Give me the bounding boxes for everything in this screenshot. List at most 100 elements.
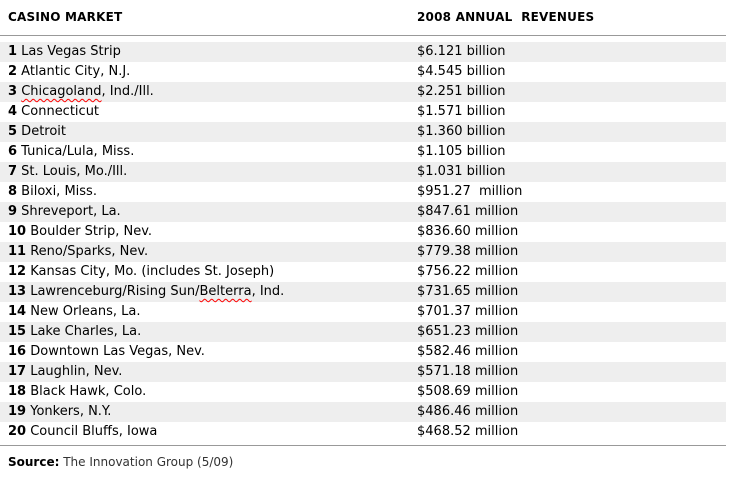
market-cell: 1 Las Vegas Strip <box>8 42 121 62</box>
market-name: Tunica/Lula, Miss. <box>17 144 135 159</box>
rank-number: 13 <box>8 284 27 299</box>
table-row: 5 Detroit $1.360 billion <box>0 122 726 142</box>
market-cell: 15 Lake Charles, La. <box>8 322 141 342</box>
rank-number: 6 <box>8 144 18 159</box>
revenue-value: $651.23 million <box>417 324 519 339</box>
table-row: 1 Las Vegas Strip $6.121 billion <box>0 42 726 62</box>
rank-number: 4 <box>8 104 18 119</box>
table-row: 8 Biloxi, Miss. $951.27 million <box>0 182 726 202</box>
source-line: Source: The Innovation Group (5/09) <box>0 446 726 469</box>
table-row: 13 Lawrenceburg/Rising Sun/Belterra, Ind… <box>0 282 726 302</box>
rank-number: 7 <box>8 164 18 179</box>
market-name: Black Hawk, Colo. <box>26 384 147 399</box>
rank-number: 20 <box>8 424 27 439</box>
market-name: Biloxi, Miss. <box>17 184 97 199</box>
market-name: Lake Charles, La. <box>26 324 142 339</box>
market-cell: 4 Connecticut <box>8 102 99 122</box>
rank-number: 10 <box>8 224 27 239</box>
table-row: 17 Laughlin, Nev. $571.18 million <box>0 362 726 382</box>
market-name: Las Vegas Strip <box>17 44 121 59</box>
revenue-value: $508.69 million <box>417 384 519 399</box>
table-row: 15 Lake Charles, La. $651.23 million <box>0 322 726 342</box>
market-name: Yonkers, N.Y. <box>26 404 112 419</box>
market-cell: 10 Boulder Strip, Nev. <box>8 222 152 242</box>
market-cell: 16 Downtown Las Vegas, Nev. <box>8 342 205 362</box>
casino-revenue-table: CASINO MARKET 2008 ANNUAL REVENUES 1 Las… <box>0 0 726 469</box>
market-name: Boulder Strip, Nev. <box>26 224 153 239</box>
market-name: Laughlin, Nev. <box>26 364 123 379</box>
market-name: New Orleans, La. <box>26 304 141 319</box>
market-name: Lawrenceburg/Rising Sun/Belterra, Ind. <box>26 284 285 299</box>
market-cell: 2 Atlantic City, N.J. <box>8 62 130 82</box>
market-name: Chicagoland, Ind./Ill. <box>21 84 154 99</box>
market-name: Council Bluffs, Iowa <box>26 424 158 439</box>
market-name: Shreveport, La. <box>17 204 121 219</box>
misspelled-word: Belterra <box>199 284 252 299</box>
column-header-revenue: 2008 ANNUAL REVENUES <box>417 10 595 24</box>
revenue-value: $847.61 million <box>417 204 519 219</box>
revenue-value: $6.121 billion <box>417 44 506 59</box>
revenue-value: $951.27 million <box>417 184 523 199</box>
revenue-value: $1.571 billion <box>417 104 506 119</box>
table-row: 20 Council Bluffs, Iowa $468.52 million <box>0 422 726 442</box>
table-body: 1 Las Vegas Strip $6.121 billion 2 Atlan… <box>0 42 726 442</box>
source-text: The Innovation Group (5/09) <box>59 455 234 469</box>
revenue-value: $701.37 million <box>417 304 519 319</box>
market-cell: 8 Biloxi, Miss. <box>8 182 97 202</box>
market-name: Detroit <box>17 124 67 139</box>
market-name: St. Louis, Mo./Ill. <box>17 164 128 179</box>
market-cell: 7 St. Louis, Mo./Ill. <box>8 162 127 182</box>
market-name: Kansas City, Mo. (includes St. Joseph) <box>26 264 275 279</box>
rank-number: 8 <box>8 184 18 199</box>
column-header-market: CASINO MARKET <box>8 10 123 24</box>
rank-number: 15 <box>8 324 27 339</box>
table-row: 16 Downtown Las Vegas, Nev. $582.46 mill… <box>0 342 726 362</box>
market-name: Atlantic City, N.J. <box>17 64 131 79</box>
table-row: 11 Reno/Sparks, Nev. $779.38 million <box>0 242 726 262</box>
revenue-value: $2.251 billion <box>417 84 506 99</box>
revenue-value: $836.60 million <box>417 224 519 239</box>
rank-number: 1 <box>8 44 18 59</box>
rank-number: 5 <box>8 124 18 139</box>
table-row: 6 Tunica/Lula, Miss. $1.105 billion <box>0 142 726 162</box>
rank-number: 16 <box>8 344 27 359</box>
market-cell: 3 Chicagoland, Ind./Ill. <box>8 82 154 102</box>
market-cell: 17 Laughlin, Nev. <box>8 362 122 382</box>
market-cell: 11 Reno/Sparks, Nev. <box>8 242 148 262</box>
revenue-value: $779.38 million <box>417 244 519 259</box>
market-name: Downtown Las Vegas, Nev. <box>26 344 205 359</box>
revenue-value: $4.545 billion <box>417 64 506 79</box>
table-row: 14 New Orleans, La. $701.37 million <box>0 302 726 322</box>
market-name: Reno/Sparks, Nev. <box>26 244 149 259</box>
rank-number: 9 <box>8 204 18 219</box>
rank-number: 11 <box>8 244 27 259</box>
revenue-value: $756.22 million <box>417 264 519 279</box>
rank-number: 14 <box>8 304 27 319</box>
revenue-value: $486.46 million <box>417 404 519 419</box>
rank-number: 19 <box>8 404 27 419</box>
table-row: 10 Boulder Strip, Nev. $836.60 million <box>0 222 726 242</box>
market-name: Connecticut <box>17 104 100 119</box>
table-row: 18 Black Hawk, Colo. $508.69 million <box>0 382 726 402</box>
market-cell: 12 Kansas City, Mo. (includes St. Joseph… <box>8 262 274 282</box>
source-label: Source: <box>8 455 60 469</box>
table-row: 3 Chicagoland, Ind./Ill. $2.251 billion <box>0 82 726 102</box>
revenue-value: $571.18 million <box>417 364 519 379</box>
market-cell: 19 Yonkers, N.Y. <box>8 402 111 422</box>
market-cell: 18 Black Hawk, Colo. <box>8 382 146 402</box>
market-cell: 13 Lawrenceburg/Rising Sun/Belterra, Ind… <box>8 282 284 302</box>
table-row: 7 St. Louis, Mo./Ill. $1.031 billion <box>0 162 726 182</box>
table-row: 19 Yonkers, N.Y. $486.46 million <box>0 402 726 422</box>
table-header-row: CASINO MARKET 2008 ANNUAL REVENUES <box>0 0 726 36</box>
revenue-value: $468.52 million <box>417 424 519 439</box>
misspelled-word: Chicagoland <box>21 84 102 99</box>
rank-number: 12 <box>8 264 27 279</box>
market-cell: 9 Shreveport, La. <box>8 202 121 222</box>
footer-divider <box>0 445 726 446</box>
table-row: 12 Kansas City, Mo. (includes St. Joseph… <box>0 262 726 282</box>
rank-number: 3 <box>8 84 18 99</box>
table-row: 9 Shreveport, La. $847.61 million <box>0 202 726 222</box>
rank-number: 2 <box>8 64 18 79</box>
market-cell: 6 Tunica/Lula, Miss. <box>8 142 134 162</box>
table-row: 2 Atlantic City, N.J. $4.545 billion <box>0 62 726 82</box>
